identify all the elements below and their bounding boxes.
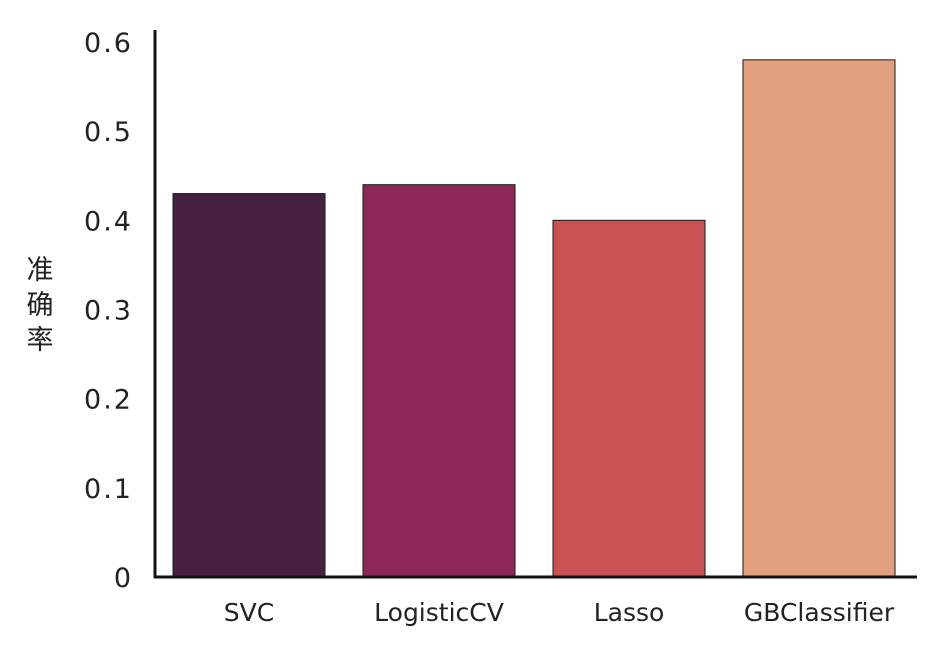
bar-logisticcv <box>362 184 516 578</box>
x-axis-labels: SVC LogisticCV Lasso GBClassifier <box>224 598 895 627</box>
bar-lasso <box>552 219 706 578</box>
y-tick-label: 0.6 <box>84 28 133 59</box>
y-tick-label: 0.3 <box>84 296 133 327</box>
bar-gbclassifier <box>742 59 896 578</box>
x-tick-label: GBClassifier <box>744 598 895 627</box>
y-tick-label: 0.5 <box>84 117 133 148</box>
x-tick-label: Lasso <box>594 598 665 627</box>
bars-layer <box>172 59 896 578</box>
y-tick-label: 0 <box>114 563 133 594</box>
y-tick-label: 0.2 <box>84 385 133 416</box>
y-axis-ticks: 0 0.1 0.2 0.3 0.4 0.5 0.6 <box>84 28 133 594</box>
y-tick-label: 0.4 <box>84 206 133 237</box>
x-tick-label: LogisticCV <box>374 598 504 627</box>
y-tick-label: 0.1 <box>84 474 133 505</box>
bar-svc <box>172 193 326 578</box>
y-axis-title: 准确率 <box>27 255 54 356</box>
x-tick-label: SVC <box>224 598 274 627</box>
